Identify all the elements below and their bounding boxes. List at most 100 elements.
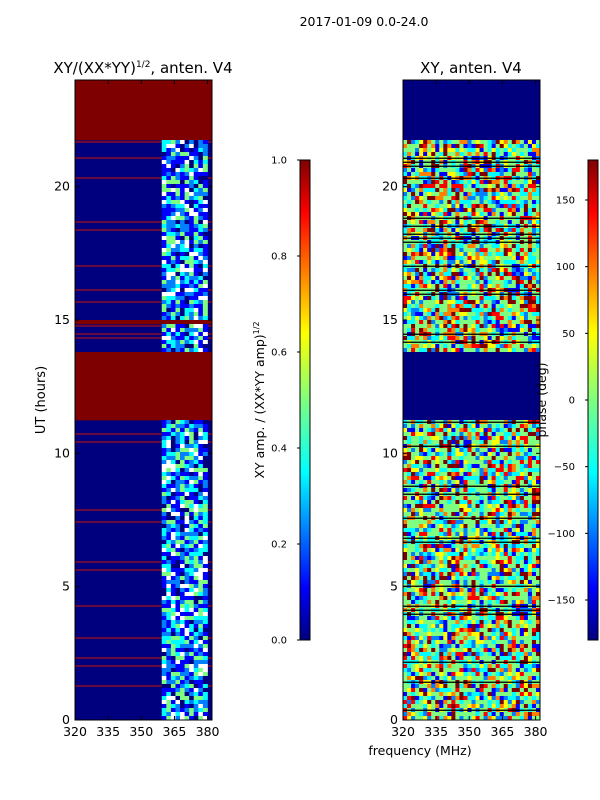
heatmap-cell [495, 312, 501, 317]
heatmap-cell [189, 312, 195, 317]
heatmap-cell [491, 556, 497, 561]
heatmap-cell [411, 544, 416, 549]
heatmap-cell [487, 304, 493, 309]
heatmap-cell [202, 648, 208, 653]
heatmap-cell [523, 564, 529, 569]
heatmap-cell [75, 112, 212, 117]
heatmap-cell [515, 252, 521, 257]
heatmap-cell [189, 220, 195, 225]
heatmap-cell [491, 184, 497, 189]
heatmap-cell [419, 208, 424, 213]
heatmap-cell [175, 300, 181, 305]
heatmap-cell [523, 520, 529, 525]
heatmap-cell [161, 184, 167, 189]
heatmap-cell [455, 212, 460, 217]
heatmap-cell [443, 596, 448, 601]
heatmap-cell [411, 504, 416, 509]
heatmap-cell [403, 400, 540, 405]
heatmap-cell [407, 512, 412, 517]
heatmap-cell [423, 528, 428, 533]
heatmap-cell [198, 284, 204, 289]
heatmap-cell [423, 512, 428, 517]
heatmap-cell [170, 312, 176, 317]
heatmap-cell [419, 496, 424, 501]
heatmap-cell [431, 344, 436, 349]
heatmap-cell [423, 560, 428, 565]
heatmap-cell [180, 588, 185, 593]
heatmap-cell [202, 252, 208, 257]
heatmap-cell [531, 316, 537, 321]
heatmap-cell [459, 472, 464, 477]
heatmap-cell [455, 204, 460, 209]
heatmap-cell [170, 344, 176, 349]
heatmap-cell [435, 532, 440, 537]
heatmap-cell [166, 344, 172, 349]
heatmap-cell [495, 588, 501, 593]
heatmap-cell [467, 188, 472, 193]
heatmap-cell [443, 276, 448, 281]
heatmap-cell [487, 276, 493, 281]
heatmap-cell [455, 576, 460, 581]
heatmap-cell [180, 468, 185, 473]
heatmap-cell [166, 196, 172, 201]
heatmap-cell [523, 556, 529, 561]
heatmap-cell [495, 600, 501, 605]
heatmap-cell [166, 576, 172, 581]
heatmap-cell [75, 120, 212, 125]
heatmap-cell [507, 552, 513, 557]
heatmap-cell [161, 232, 167, 237]
heatmap-cell [161, 660, 167, 665]
heatmap-cell [415, 204, 420, 209]
heatmap-cell [515, 312, 521, 317]
heatmap-cell [479, 600, 484, 605]
heatmap-cell [443, 172, 448, 177]
heatmap-cell [483, 456, 489, 461]
heatmap-cell [499, 196, 505, 201]
heatmap-cell [507, 496, 513, 501]
heatmap-cell [75, 657, 212, 659]
heatmap-cell [202, 208, 208, 213]
heatmap-cell [511, 244, 517, 249]
heatmap-cell [407, 568, 412, 573]
heatmap-cell [459, 192, 464, 197]
heatmap-cell [166, 548, 172, 553]
heatmap-cell [403, 613, 540, 615]
heatmap-cell [471, 440, 476, 445]
heatmap-cell [527, 152, 533, 157]
heatmap-cell [403, 384, 540, 389]
heatmap-cell [475, 440, 480, 445]
heatmap-cell [407, 144, 412, 149]
heatmap-cell [455, 272, 460, 277]
heatmap-cell [515, 148, 521, 153]
heatmap-cell [499, 208, 505, 213]
heatmap-cell [193, 652, 199, 657]
heatmap-cell [467, 212, 472, 217]
heatmap-cell [180, 488, 185, 493]
heatmap-cell [467, 260, 472, 265]
heatmap-cell [495, 200, 501, 205]
heatmap-cell [463, 280, 468, 285]
heatmap-cell [519, 576, 525, 581]
heatmap-cell [471, 512, 476, 517]
heatmap-cell [403, 136, 540, 141]
heatmap-cell [202, 188, 208, 193]
heatmap-cell [193, 520, 199, 525]
heatmap-cell [511, 548, 517, 553]
heatmap-cell [419, 300, 424, 305]
heatmap-cell [491, 228, 497, 233]
heatmap-cell [170, 180, 176, 185]
heatmap-cell [202, 556, 208, 561]
heatmap-cell [419, 588, 424, 593]
heatmap-cell [189, 336, 195, 341]
heatmap-cell [495, 248, 501, 253]
heatmap-cell [495, 252, 501, 257]
heatmap-cell [467, 208, 472, 213]
heatmap-cell [415, 456, 420, 461]
heatmap-cell [507, 172, 513, 177]
heatmap-cell [184, 328, 190, 333]
heatmap-cell [193, 440, 199, 445]
heatmap-cell [161, 692, 167, 697]
heatmap-cell [531, 600, 537, 605]
heatmap-cell [511, 208, 517, 213]
heatmap-cell [527, 500, 533, 505]
